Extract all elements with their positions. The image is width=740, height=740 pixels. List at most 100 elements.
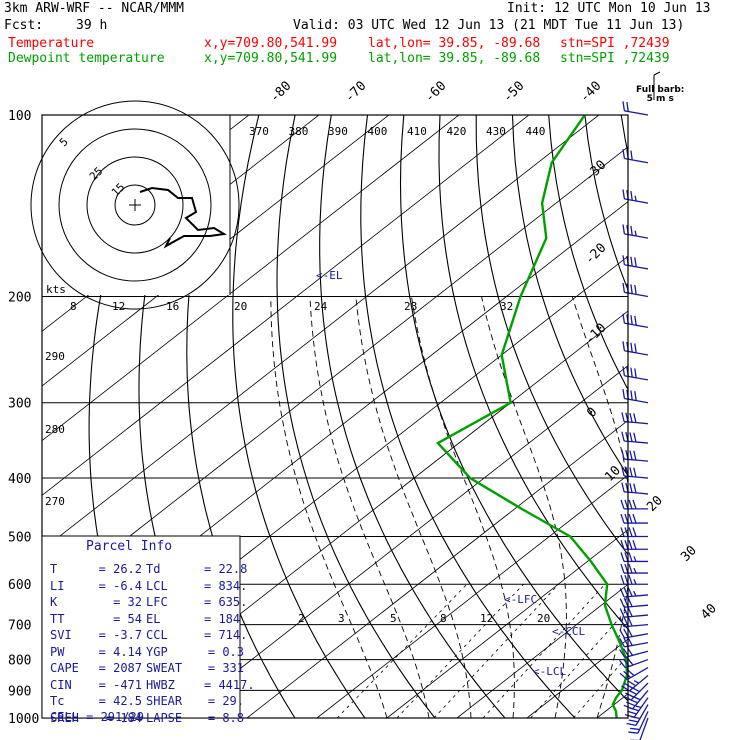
wind-barb-flag	[629, 467, 633, 477]
wind-barb-flag	[622, 282, 626, 293]
mixing-ratio-label: 20	[537, 612, 550, 625]
wind-barb	[619, 657, 649, 669]
wind-barb-flag	[632, 513, 637, 524]
wind-barb	[619, 597, 649, 608]
parcel-value: = -471	[98, 677, 142, 692]
parcel-value: = 0.3	[207, 644, 244, 659]
parcel-value: = 4.14	[98, 644, 142, 659]
wind-barb-staff	[635, 704, 649, 726]
wind-barb-flag	[630, 315, 633, 325]
parcel-label: YGP	[146, 644, 168, 659]
wind-barb-half-flag	[633, 590, 637, 597]
wind-barb-flag	[622, 366, 626, 376]
mixing-ratio-label: 2	[298, 612, 305, 625]
parcel-label: Tc	[50, 694, 65, 708]
parcel-label: EL	[146, 611, 161, 626]
wind-barb-flag	[630, 727, 640, 731]
wind-barb-flag	[619, 629, 625, 639]
wind-barb-flag	[627, 617, 633, 627]
isotherm--10	[386, 529, 628, 718]
moist-adiabat	[411, 296, 515, 718]
parcel-info-row: CAPE = 2087 SWEAT = 331	[50, 662, 244, 675]
temperature-profile	[631, 115, 740, 718]
isotherm-label: 0	[584, 405, 600, 421]
dry-adiabat-370	[657, 115, 740, 718]
isotherm-label: 40	[698, 601, 720, 623]
temperature-legend: Temperature	[8, 36, 95, 51]
wind-barb-half-flag	[633, 556, 637, 562]
mixing-ratio-line	[396, 583, 524, 718]
pressure-label-300: 300	[8, 397, 31, 412]
dewpoint-profile	[435, 115, 628, 718]
parcel-value: = 32	[113, 595, 142, 609]
isotherm--80	[42, 146, 628, 606]
wind-barb-flag	[621, 482, 625, 492]
mixing-ratio-label: 3	[338, 612, 345, 625]
wind-barb	[619, 667, 649, 681]
isotherm--20	[316, 474, 628, 718]
pressure-label-100: 100	[8, 109, 31, 124]
hodograph-speed-label: 8	[70, 300, 77, 313]
dewpoint-latlon: lat,lon= 39.85, -89.68	[368, 51, 541, 66]
wind-barb-flag	[621, 431, 625, 442]
wind-barb-flag	[629, 432, 633, 442]
wind-barb-flag	[625, 692, 635, 698]
wind-barb-flag	[627, 607, 633, 617]
wind-barb-half-flag	[633, 578, 637, 585]
wind-barb-flag	[629, 483, 633, 493]
theta-label: 270	[45, 495, 65, 508]
mixing-ratio-line	[336, 583, 468, 718]
theta-e-label: 400	[368, 125, 388, 138]
pressure-label-1000: 1000	[8, 712, 39, 727]
hodograph-trace	[139, 186, 227, 249]
parcel-value: = -3.7	[98, 628, 142, 642]
isotherm-0	[456, 583, 628, 718]
wind-barb-staff	[625, 658, 649, 669]
parcel-label: LCL	[146, 578, 168, 593]
parcel-label: SHEAR	[146, 694, 183, 708]
dry-adiabat-390	[730, 115, 740, 718]
moist-adiabat	[309, 296, 430, 718]
dewpoint-legend: Dewpoint temperature	[8, 51, 165, 66]
theta-e-label: 410	[407, 125, 427, 138]
wind-barb	[622, 341, 649, 356]
wind-barb-flag	[620, 575, 625, 585]
hodograph-ring	[30, 100, 240, 310]
parcel-info-row: LI = -6.4 LCL = 834.	[50, 578, 247, 593]
wind-barb-flag	[622, 149, 626, 159]
wind-barb-flag	[634, 368, 637, 378]
wind-barb	[621, 431, 649, 444]
wind-barb-flag	[620, 552, 625, 562]
theta-e-label: 370	[249, 125, 269, 138]
dry-adiabat-300	[399, 115, 628, 702]
wind-barb-flag	[630, 367, 633, 378]
temperature-xy: x,y=709.80,541.99	[204, 36, 338, 51]
wind-barb	[622, 224, 649, 239]
wind-barb-flag	[630, 225, 633, 236]
parcel-label: SVI	[50, 628, 72, 642]
mixing-ratio-line	[573, 654, 628, 718]
parcel-value: = 54	[113, 611, 142, 626]
wind-barb	[619, 627, 649, 639]
parcel-info-row: PW = 4.14 YGP = 0.3	[50, 644, 244, 659]
wind-barb-flag	[634, 315, 637, 326]
wind-barb-staff	[637, 711, 649, 734]
parcel-info-row: T = 26.2 Td = 22.8	[50, 562, 248, 576]
dewpoint-xy: x,y=709.80,541.99	[204, 51, 338, 66]
wind-barb-flag	[629, 412, 633, 423]
parcel-info-row: Tc = 42.5 SHEAR = 29.	[50, 695, 244, 708]
wind-barb	[620, 540, 648, 550]
wind-barb-flag	[632, 540, 637, 550]
wind-barb-flag	[628, 719, 639, 723]
wind-barb-half-flag	[633, 567, 637, 574]
parcel-label: SWEAT	[146, 661, 183, 675]
parcel-value: = -6.4	[98, 578, 142, 593]
dry-adiabat-320	[475, 115, 628, 556]
parcel-label: Td	[146, 562, 161, 576]
wind-barb-flag	[633, 413, 637, 423]
wind-barb-flag	[622, 313, 626, 324]
isotherm-label: -30	[582, 158, 609, 185]
isotherm--90	[42, 115, 600, 551]
parcel-value: = 22.8	[204, 562, 248, 576]
